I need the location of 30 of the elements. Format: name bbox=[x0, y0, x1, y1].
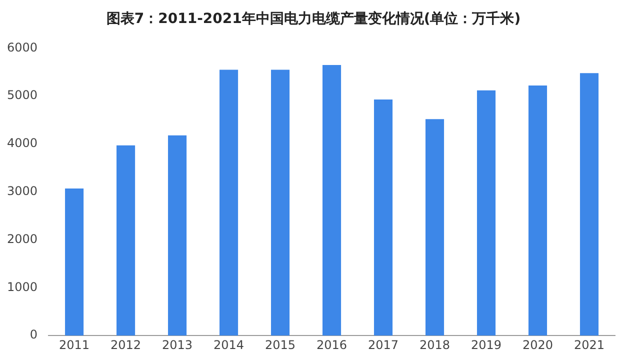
bar bbox=[374, 99, 393, 336]
x-tick-label: 2018 bbox=[419, 338, 450, 352]
y-tick-label: 0 bbox=[30, 328, 38, 342]
bar bbox=[580, 73, 599, 336]
x-tick-label: 2012 bbox=[110, 338, 142, 352]
bar bbox=[322, 64, 342, 336]
bar bbox=[425, 119, 444, 336]
bar bbox=[168, 135, 187, 336]
x-tick-label: 2011 bbox=[59, 338, 90, 352]
bar bbox=[476, 90, 496, 336]
y-tick-label: 3000 bbox=[6, 184, 38, 198]
bar bbox=[271, 70, 290, 336]
y-tick-label: 2000 bbox=[6, 232, 38, 246]
y-tick-label: 4000 bbox=[6, 136, 38, 150]
bar bbox=[220, 70, 238, 336]
bar bbox=[65, 188, 84, 336]
x-tick-label: 2014 bbox=[214, 338, 244, 352]
x-tick-label: 2021 bbox=[574, 338, 605, 352]
y-tick-label: 6000 bbox=[6, 40, 38, 54]
x-tick-label: 2015 bbox=[265, 338, 296, 352]
y-tick-label: 1000 bbox=[6, 280, 38, 294]
bar bbox=[528, 86, 548, 336]
x-tick-label: 2016 bbox=[316, 338, 348, 352]
chart-title: 图表7：2011-2021年中国电力电缆产量变化情况(单位：万千米) bbox=[105, 10, 522, 29]
bar bbox=[116, 145, 136, 336]
x-tick-label: 2020 bbox=[522, 338, 554, 352]
x-tick-label: 2019 bbox=[470, 338, 502, 352]
x-tick-label: 2013 bbox=[162, 338, 193, 352]
x-tick-label: 2017 bbox=[368, 338, 399, 352]
y-tick-label: 5000 bbox=[6, 88, 38, 102]
